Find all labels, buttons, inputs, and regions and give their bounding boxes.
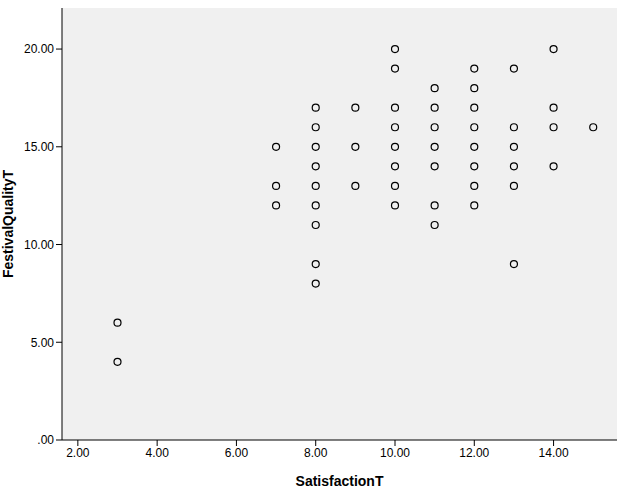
svg-text:6.00: 6.00 xyxy=(225,446,249,460)
svg-text:SatisfactionT: SatisfactionT xyxy=(296,473,384,489)
svg-text:12.00: 12.00 xyxy=(459,446,489,460)
svg-text:8.00: 8.00 xyxy=(304,446,328,460)
svg-text:FestivalQualityT: FestivalQualityT xyxy=(8,169,16,278)
svg-text:20.00: 20.00 xyxy=(24,42,54,56)
svg-text:14.00: 14.00 xyxy=(539,446,569,460)
svg-text:2.00: 2.00 xyxy=(66,446,90,460)
svg-text:10.00: 10.00 xyxy=(380,446,410,460)
svg-text:.00: .00 xyxy=(37,433,54,447)
svg-text:15.00: 15.00 xyxy=(24,140,54,154)
svg-text:10.00: 10.00 xyxy=(24,238,54,252)
svg-text:5.00: 5.00 xyxy=(31,336,55,350)
svg-text:4.00: 4.00 xyxy=(145,446,169,460)
